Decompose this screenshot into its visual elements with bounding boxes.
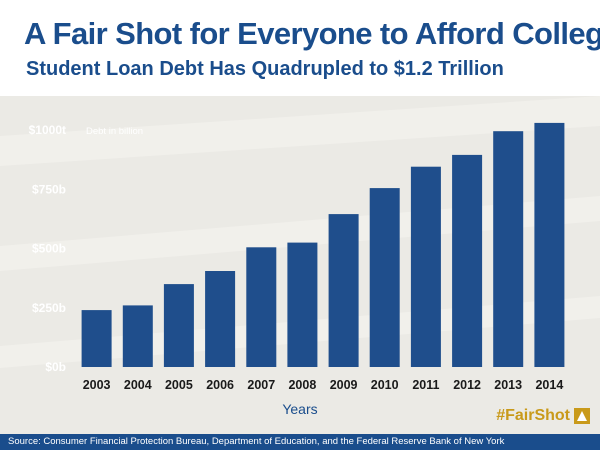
source-note: Source: Consumer Financial Protection Bu… [8,436,505,447]
bar-chart: $0b $250b $500b $750b $1000t 2003 2004 2005 200… [0,96,600,417]
x-tick-label: 2014 [535,378,563,392]
x-tick-label: 2003 [83,378,111,392]
y-tick-label: $500b [32,242,66,256]
bar-2011 [410,166,441,367]
y-tick-label: $250b [32,301,66,315]
bar-2013 [493,131,524,367]
brand: #FairShot [496,407,590,425]
bar-2008 [287,242,318,367]
background-band [0,96,600,166]
x-axis-label: Years [282,401,317,417]
bar-2005 [163,284,194,367]
bar-2004 [122,305,153,367]
hashtag-label: #FairShot [496,407,570,424]
x-tick-label: 2013 [494,378,522,392]
x-tick-label: 2008 [288,378,316,392]
bar-2007 [246,247,277,367]
x-tick-label: 2011 [412,378,439,392]
background-band [0,196,600,271]
x-tick-label: 2007 [247,378,275,392]
source-footer: Source: Consumer Financial Protection Bu… [0,434,600,450]
bar-2014 [534,122,565,368]
bar-2003 [81,310,112,367]
bar-2006 [205,271,236,367]
chart-subtitle: Student Loan Debt Has Quadrupled to $1.2… [26,58,504,80]
fairshot-logo-icon [574,408,590,424]
x-tick-label: 2005 [165,378,193,392]
y-axis-label: Debt in billion [86,126,143,137]
chart-header: A Fair Shot for Everyone to Afford Colle… [0,0,600,96]
y-tick-label: $1000t [29,123,66,137]
y-tick-label: $750b [32,182,66,196]
y-tick-label: $0b [45,360,66,374]
bar-2009 [328,214,359,367]
x-tick-label: 2010 [371,378,399,392]
x-tick-label: 2012 [453,378,481,392]
bar-2012 [452,154,483,367]
x-tick-label: 2006 [206,378,234,392]
x-tick-label: 2009 [330,378,358,392]
x-tick-label: 2004 [124,378,152,392]
bar-2010 [369,188,400,367]
chart-title: A Fair Shot for Everyone to Afford Colle… [24,16,600,51]
